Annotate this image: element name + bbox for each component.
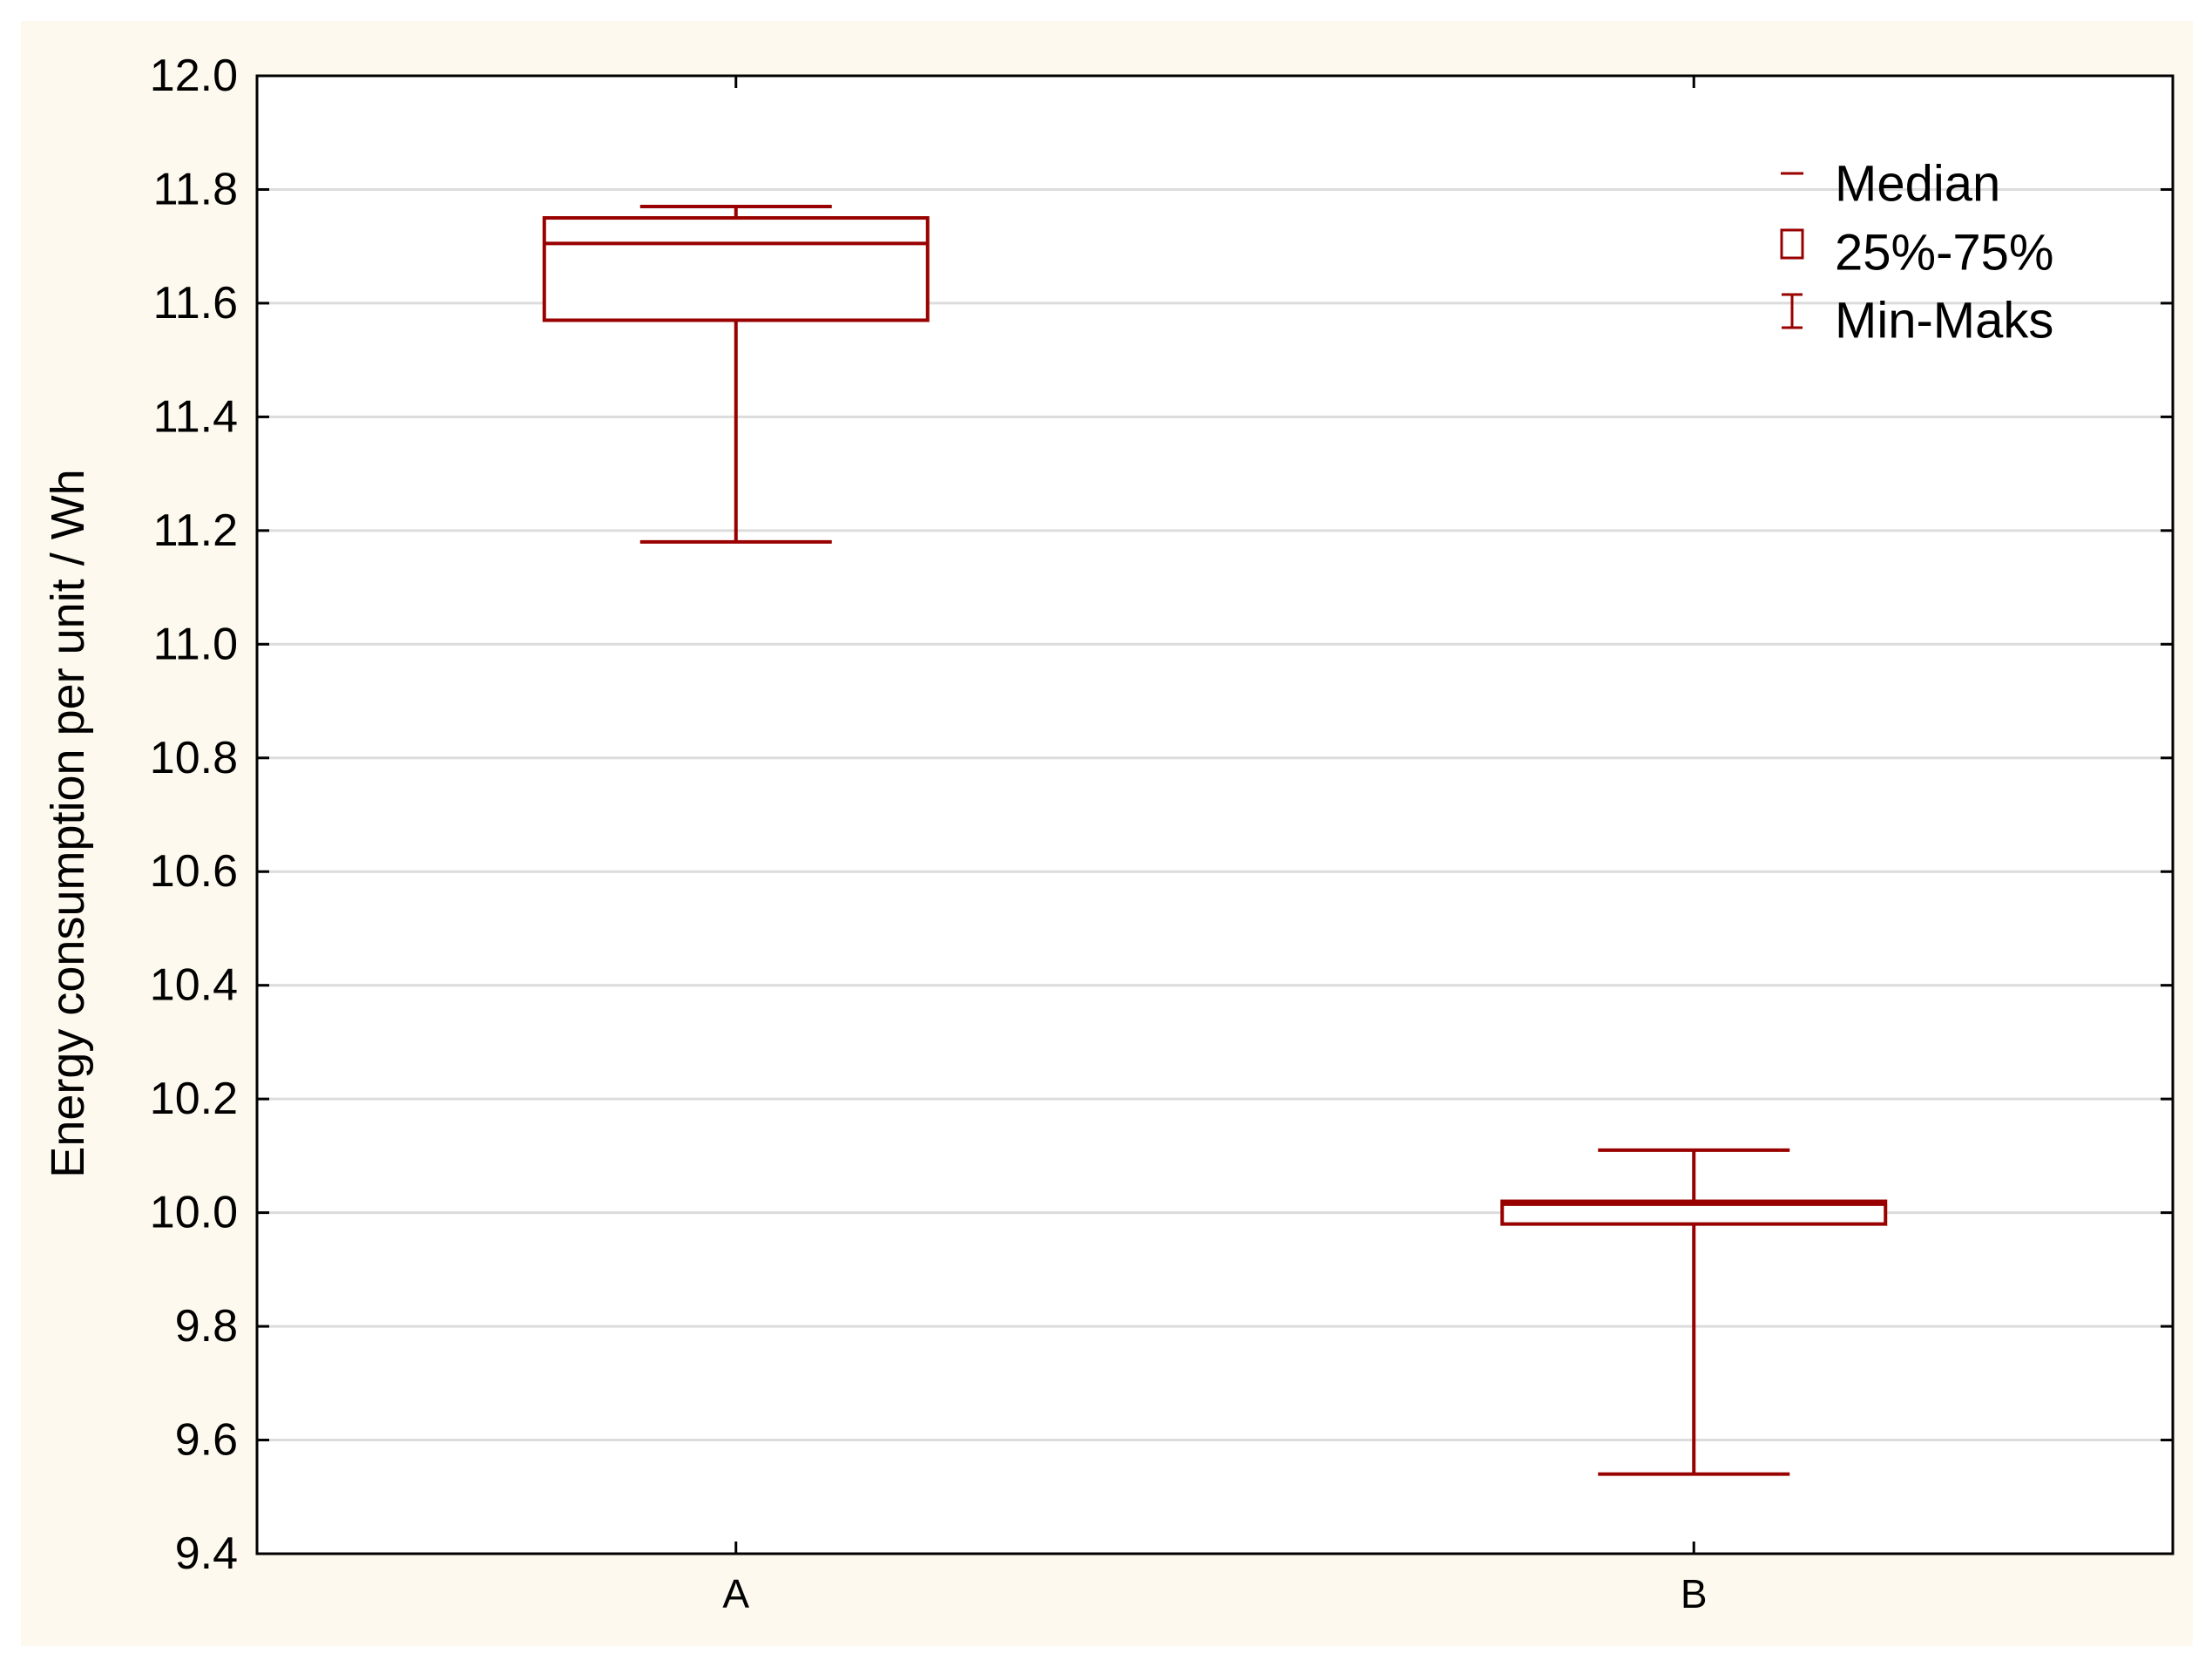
legend-label: Min-Maks xyxy=(1835,292,2053,349)
y-tick-label: 10.8 xyxy=(150,733,238,783)
y-tick-label: 10.2 xyxy=(150,1074,238,1124)
y-tick-label: 9.6 xyxy=(175,1415,238,1466)
x-tick-label: B xyxy=(1681,1571,1708,1616)
legend-label: Median xyxy=(1835,155,2000,212)
plot-frame xyxy=(255,74,2175,1555)
plot-area xyxy=(257,76,2173,1554)
y-tick-label: 9.4 xyxy=(175,1528,238,1579)
x-tick-label: A xyxy=(722,1571,749,1616)
y-tick-label: 12.0 xyxy=(150,51,238,101)
y-axis-label: Energy consumption per unit / Wh xyxy=(42,469,94,1177)
y-tick-label: 11.0 xyxy=(153,619,238,669)
y-tick-label: 10.6 xyxy=(150,846,238,897)
y-tick-label: 10.4 xyxy=(150,960,238,1011)
legend-label: 25%-75% xyxy=(1835,224,2053,281)
legend-box-symbol xyxy=(1780,228,1804,260)
y-tick-label: 11.8 xyxy=(153,164,238,214)
y-tick-label: 11.6 xyxy=(153,278,238,329)
y-tick-label: 11.4 xyxy=(153,391,238,442)
box-iqr xyxy=(542,216,930,322)
y-tick-label: 9.8 xyxy=(175,1301,238,1352)
y-tick-label: 10.0 xyxy=(150,1188,238,1238)
y-tick-label: 11.2 xyxy=(153,505,238,556)
